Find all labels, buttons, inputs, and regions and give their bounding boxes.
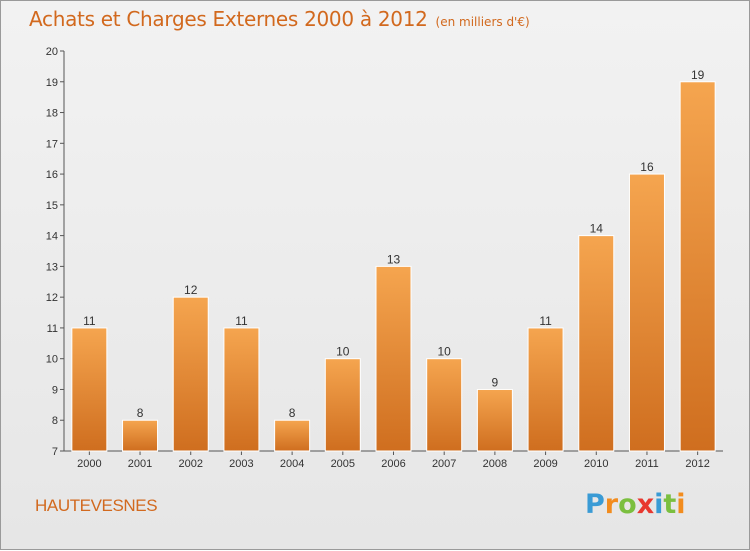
logo-letter: i (676, 489, 686, 520)
y-tick-label: 18 (46, 108, 58, 120)
x-tick-label: 2003 (229, 458, 253, 470)
bar-2004 (274, 419, 311, 452)
data-label: 10 (336, 345, 350, 359)
bar-2002 (172, 296, 209, 452)
y-tick-label: 8 (52, 415, 58, 427)
bar-2009 (527, 327, 564, 452)
bar-2005 (324, 358, 361, 452)
data-label: 11 (539, 314, 552, 328)
x-tick-label: 2012 (685, 458, 709, 470)
y-tick-label: 7 (52, 446, 58, 458)
logo-letter: i (654, 489, 664, 520)
chart-subtitle: (en milliers d'€) (435, 15, 530, 29)
bar-2007 (426, 358, 463, 452)
bar-2008 (476, 388, 513, 452)
proxiti-logo: Proxiti (585, 489, 686, 520)
data-label: 13 (387, 252, 401, 266)
x-tick-label: 2002 (178, 458, 202, 470)
logo-letter: x (636, 489, 655, 520)
y-tick-label: 10 (46, 354, 58, 366)
data-label: 8 (289, 406, 296, 420)
logo-letter: r (604, 489, 619, 520)
data-label: 8 (137, 406, 144, 420)
data-label: 14 (590, 222, 604, 236)
x-tick-label: 2010 (584, 458, 608, 470)
x-tick-label: 2007 (432, 458, 456, 470)
bar-2000 (71, 327, 108, 452)
data-label: 11 (235, 314, 248, 328)
data-label: 16 (640, 160, 654, 174)
bar-2012 (679, 81, 716, 452)
y-tick-label: 17 (46, 138, 58, 150)
y-tick-label: 12 (46, 292, 58, 304)
y-tick-label: 19 (46, 77, 58, 89)
data-label: 11 (83, 314, 96, 328)
y-tick-label: 16 (46, 169, 58, 181)
data-label: 9 (492, 375, 499, 389)
x-tick-label: 2000 (77, 458, 101, 470)
bar-2011 (628, 173, 665, 452)
commune-name: HAUTEVESNES (35, 496, 158, 515)
y-tick-label: 15 (46, 200, 58, 212)
data-label: 10 (438, 345, 452, 359)
logo-letter: o (618, 489, 637, 520)
chart-title-text: Achats et Charges Externes 2000 à 2012 (29, 7, 428, 31)
data-labels: 11 8 12 11 8 10 13 10 9 11 14 16 19 (83, 68, 705, 420)
data-label: 19 (691, 68, 705, 82)
y-tick-label: 14 (46, 231, 58, 243)
x-tick-label: 2004 (280, 458, 304, 470)
logo-letter: t (663, 489, 677, 520)
chart-title: Achats et Charges Externes 2000 à 2012 (e… (29, 7, 530, 31)
bar-2001 (122, 419, 159, 452)
bar-2006 (375, 265, 412, 452)
bars (71, 81, 716, 452)
x-tick-label: 2005 (331, 458, 355, 470)
y-tick-label: 20 (46, 46, 58, 58)
data-label: 12 (184, 283, 198, 297)
x-tick-label: 2001 (128, 458, 152, 470)
axes: 7 8 9 10 11 12 13 14 15 16 17 18 19 20 2000 2001 2002 200… (46, 46, 723, 470)
x-tick-label: 2008 (483, 458, 507, 470)
x-tick-label: 2006 (381, 458, 405, 470)
logo-letter: P (585, 489, 605, 520)
y-tick-label: 9 (52, 384, 58, 396)
x-tick-label: 2011 (635, 458, 659, 470)
y-tick-label: 13 (46, 261, 58, 273)
y-tick-label: 11 (47, 323, 58, 335)
bar-2010 (578, 235, 615, 452)
x-tick-label: 2009 (533, 458, 557, 470)
bar-2003 (223, 327, 260, 452)
